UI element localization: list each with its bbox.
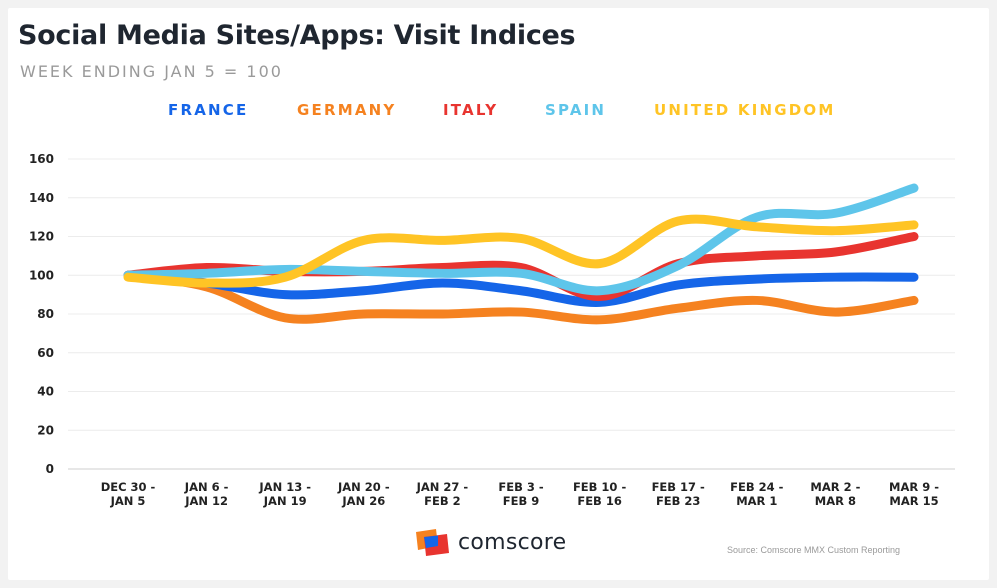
series-line-germany: [123, 270, 919, 325]
x-tick-label: DEC 30 -JAN 5: [101, 480, 156, 508]
series-line-united-kingdom: [123, 214, 919, 288]
x-tick-label: FEB 17 -FEB 23: [652, 480, 705, 508]
y-tick-label: 40: [37, 385, 54, 399]
y-tick-label: 0: [46, 462, 54, 476]
chart-card: [8, 8, 989, 580]
chart-title: Social Media Sites/Apps: Visit Indices: [18, 20, 576, 51]
legend-item-germany: GERMANY: [297, 101, 397, 119]
y-tick-label: 100: [29, 268, 54, 282]
x-tick-label: JAN 13 -JAN 19: [258, 480, 311, 508]
legend-item-france: FRANCE: [168, 101, 249, 119]
x-tick-label: MAR 2 -MAR 8: [810, 480, 860, 508]
y-tick-label: 20: [37, 423, 54, 437]
series-line-spain: [123, 183, 919, 296]
x-tick-label: FEB 3 -FEB 9: [498, 480, 543, 508]
legend-item-united-kingdom: UNITED KINGDOM: [654, 101, 836, 119]
x-tick-label: JAN 6 -JAN 12: [184, 480, 229, 508]
series-line-france: [123, 270, 919, 307]
x-tick-label: MAR 9 -MAR 15: [889, 480, 939, 508]
legend-item-italy: ITALY: [443, 101, 499, 119]
x-tick-label: FEB 10 -FEB 16: [573, 480, 626, 508]
y-tick-label: 60: [37, 346, 54, 360]
y-tick-label: 140: [29, 191, 54, 205]
legend-item-spain: SPAIN: [545, 101, 607, 119]
x-axis-ticks: DEC 30 -JAN 5 JAN 6 -JAN 12 JAN 13 -JAN 19…: [101, 480, 940, 508]
x-tick-label: FEB 24 -MAR 1: [730, 480, 783, 508]
legend: FRANCE GERMANY ITALY SPAIN UNITED KINGDOM: [0, 101, 997, 121]
brand-name: comscore: [458, 530, 567, 555]
comscore-logo-icon: [416, 529, 449, 556]
y-tick-label: 160: [29, 152, 54, 166]
chart-subtitle: WEEK ENDING JAN 5 = 100: [20, 62, 283, 81]
source-note: Source: Comscore MMX Custom Reporting: [727, 545, 901, 555]
y-tick-label: 120: [29, 230, 54, 244]
y-axis-ticks: 0 20 40 60 80 100 120 140 160: [29, 152, 54, 476]
x-tick-label: JAN 27 -FEB 2: [416, 480, 469, 508]
x-tick-label: JAN 20 -JAN 26: [337, 480, 390, 508]
y-tick-label: 80: [37, 307, 54, 321]
series-lines: [123, 183, 919, 325]
